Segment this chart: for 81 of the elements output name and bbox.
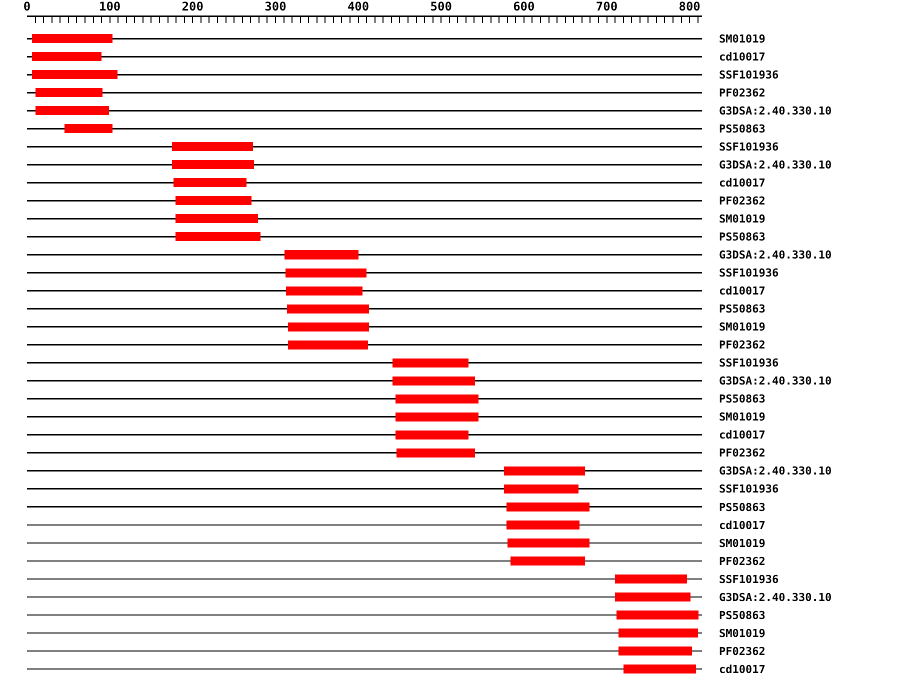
x-tick-label: 600: [513, 0, 535, 14]
y-tick-label: PF02362: [719, 86, 766, 100]
y-tick-label: SM01019: [719, 212, 766, 226]
y-tick-label: PS50863: [719, 392, 766, 406]
y-tick-label: SM01019: [719, 320, 766, 334]
y-tick-label: G3DSA:2.40.330.10: [719, 464, 832, 478]
y-tick-label: SSF101936: [719, 266, 779, 280]
y-tick-label: SM01019: [719, 410, 766, 424]
y-tick-label: PS50863: [719, 230, 766, 244]
bar: [618, 646, 692, 656]
y-tick-label: PF02362: [719, 446, 766, 460]
bar: [396, 430, 468, 440]
bar: [287, 304, 370, 314]
y-tick-label: PF02362: [719, 338, 766, 352]
y-tick-label: cd10017: [719, 518, 766, 532]
y-tick-label: SSF101936: [719, 68, 779, 82]
bar: [616, 610, 699, 620]
y-tick-label: cd10017: [719, 662, 766, 676]
x-tick-label: 200: [182, 0, 204, 14]
x-tick-label: 700: [596, 0, 618, 14]
bar: [32, 34, 112, 44]
x-tick-label: 0: [23, 0, 31, 14]
y-tick-label: SSF101936: [719, 356, 779, 370]
bar: [35, 106, 109, 116]
y-tick-label: cd10017: [719, 176, 766, 190]
y-tick-label: SM01019: [719, 32, 766, 46]
bar: [506, 520, 580, 530]
bar: [396, 448, 476, 458]
bar: [284, 250, 358, 260]
bar: [618, 628, 698, 638]
bar: [615, 592, 690, 602]
bar: [288, 340, 368, 350]
y-tick-label: PS50863: [719, 500, 766, 514]
y-tick-label: PS50863: [719, 122, 766, 136]
bar: [392, 358, 468, 368]
x-tick-label: 100: [98, 0, 121, 14]
bar: [175, 196, 252, 206]
y-tick-label: G3DSA:2.40.330.10: [719, 590, 832, 604]
bar: [504, 466, 586, 476]
bar: [286, 286, 362, 296]
bar: [392, 376, 476, 386]
bar: [615, 574, 688, 584]
bar: [288, 322, 370, 332]
x-tick-label: 300: [264, 0, 286, 14]
bar: [172, 160, 254, 170]
y-tick-label: cd10017: [719, 50, 766, 64]
bar: [396, 412, 478, 422]
bar: [174, 178, 246, 188]
bar: [510, 556, 586, 566]
bar: [175, 232, 261, 242]
bar: [623, 664, 696, 674]
x-tick-label: 500: [430, 0, 452, 14]
y-tick-label: cd10017: [719, 428, 766, 442]
x-tick-label: 800: [678, 0, 700, 14]
bar: [507, 538, 590, 548]
bar: [506, 502, 590, 512]
y-tick-label: PF02362: [719, 554, 766, 568]
y-tick-label: cd10017: [719, 284, 766, 298]
y-tick-label: PF02362: [719, 194, 766, 208]
bar: [172, 142, 254, 152]
y-tick-label: PF02362: [719, 644, 766, 658]
y-tick-label: PS50863: [719, 608, 766, 622]
y-tick-label: PS50863: [719, 302, 766, 316]
y-tick-label: G3DSA:2.40.330.10: [719, 374, 832, 388]
x-tick-label: 400: [347, 0, 370, 14]
bar: [175, 214, 258, 224]
y-tick-label: G3DSA:2.40.330.10: [719, 104, 832, 118]
bar: [32, 70, 118, 80]
bar: [504, 484, 579, 494]
bar: [396, 394, 478, 404]
y-tick-label: SSF101936: [719, 572, 779, 586]
bar: [32, 52, 102, 62]
y-tick-label: SSF101936: [719, 482, 779, 496]
y-tick-label: G3DSA:2.40.330.10: [719, 248, 832, 262]
y-tick-label: SM01019: [719, 536, 766, 550]
y-tick-label: G3DSA:2.40.330.10: [719, 158, 832, 172]
bar: [35, 88, 102, 98]
bar: [64, 124, 112, 134]
y-tick-label: SM01019: [719, 626, 766, 640]
bar: [285, 268, 367, 278]
y-tick-label: SSF101936: [719, 140, 779, 154]
